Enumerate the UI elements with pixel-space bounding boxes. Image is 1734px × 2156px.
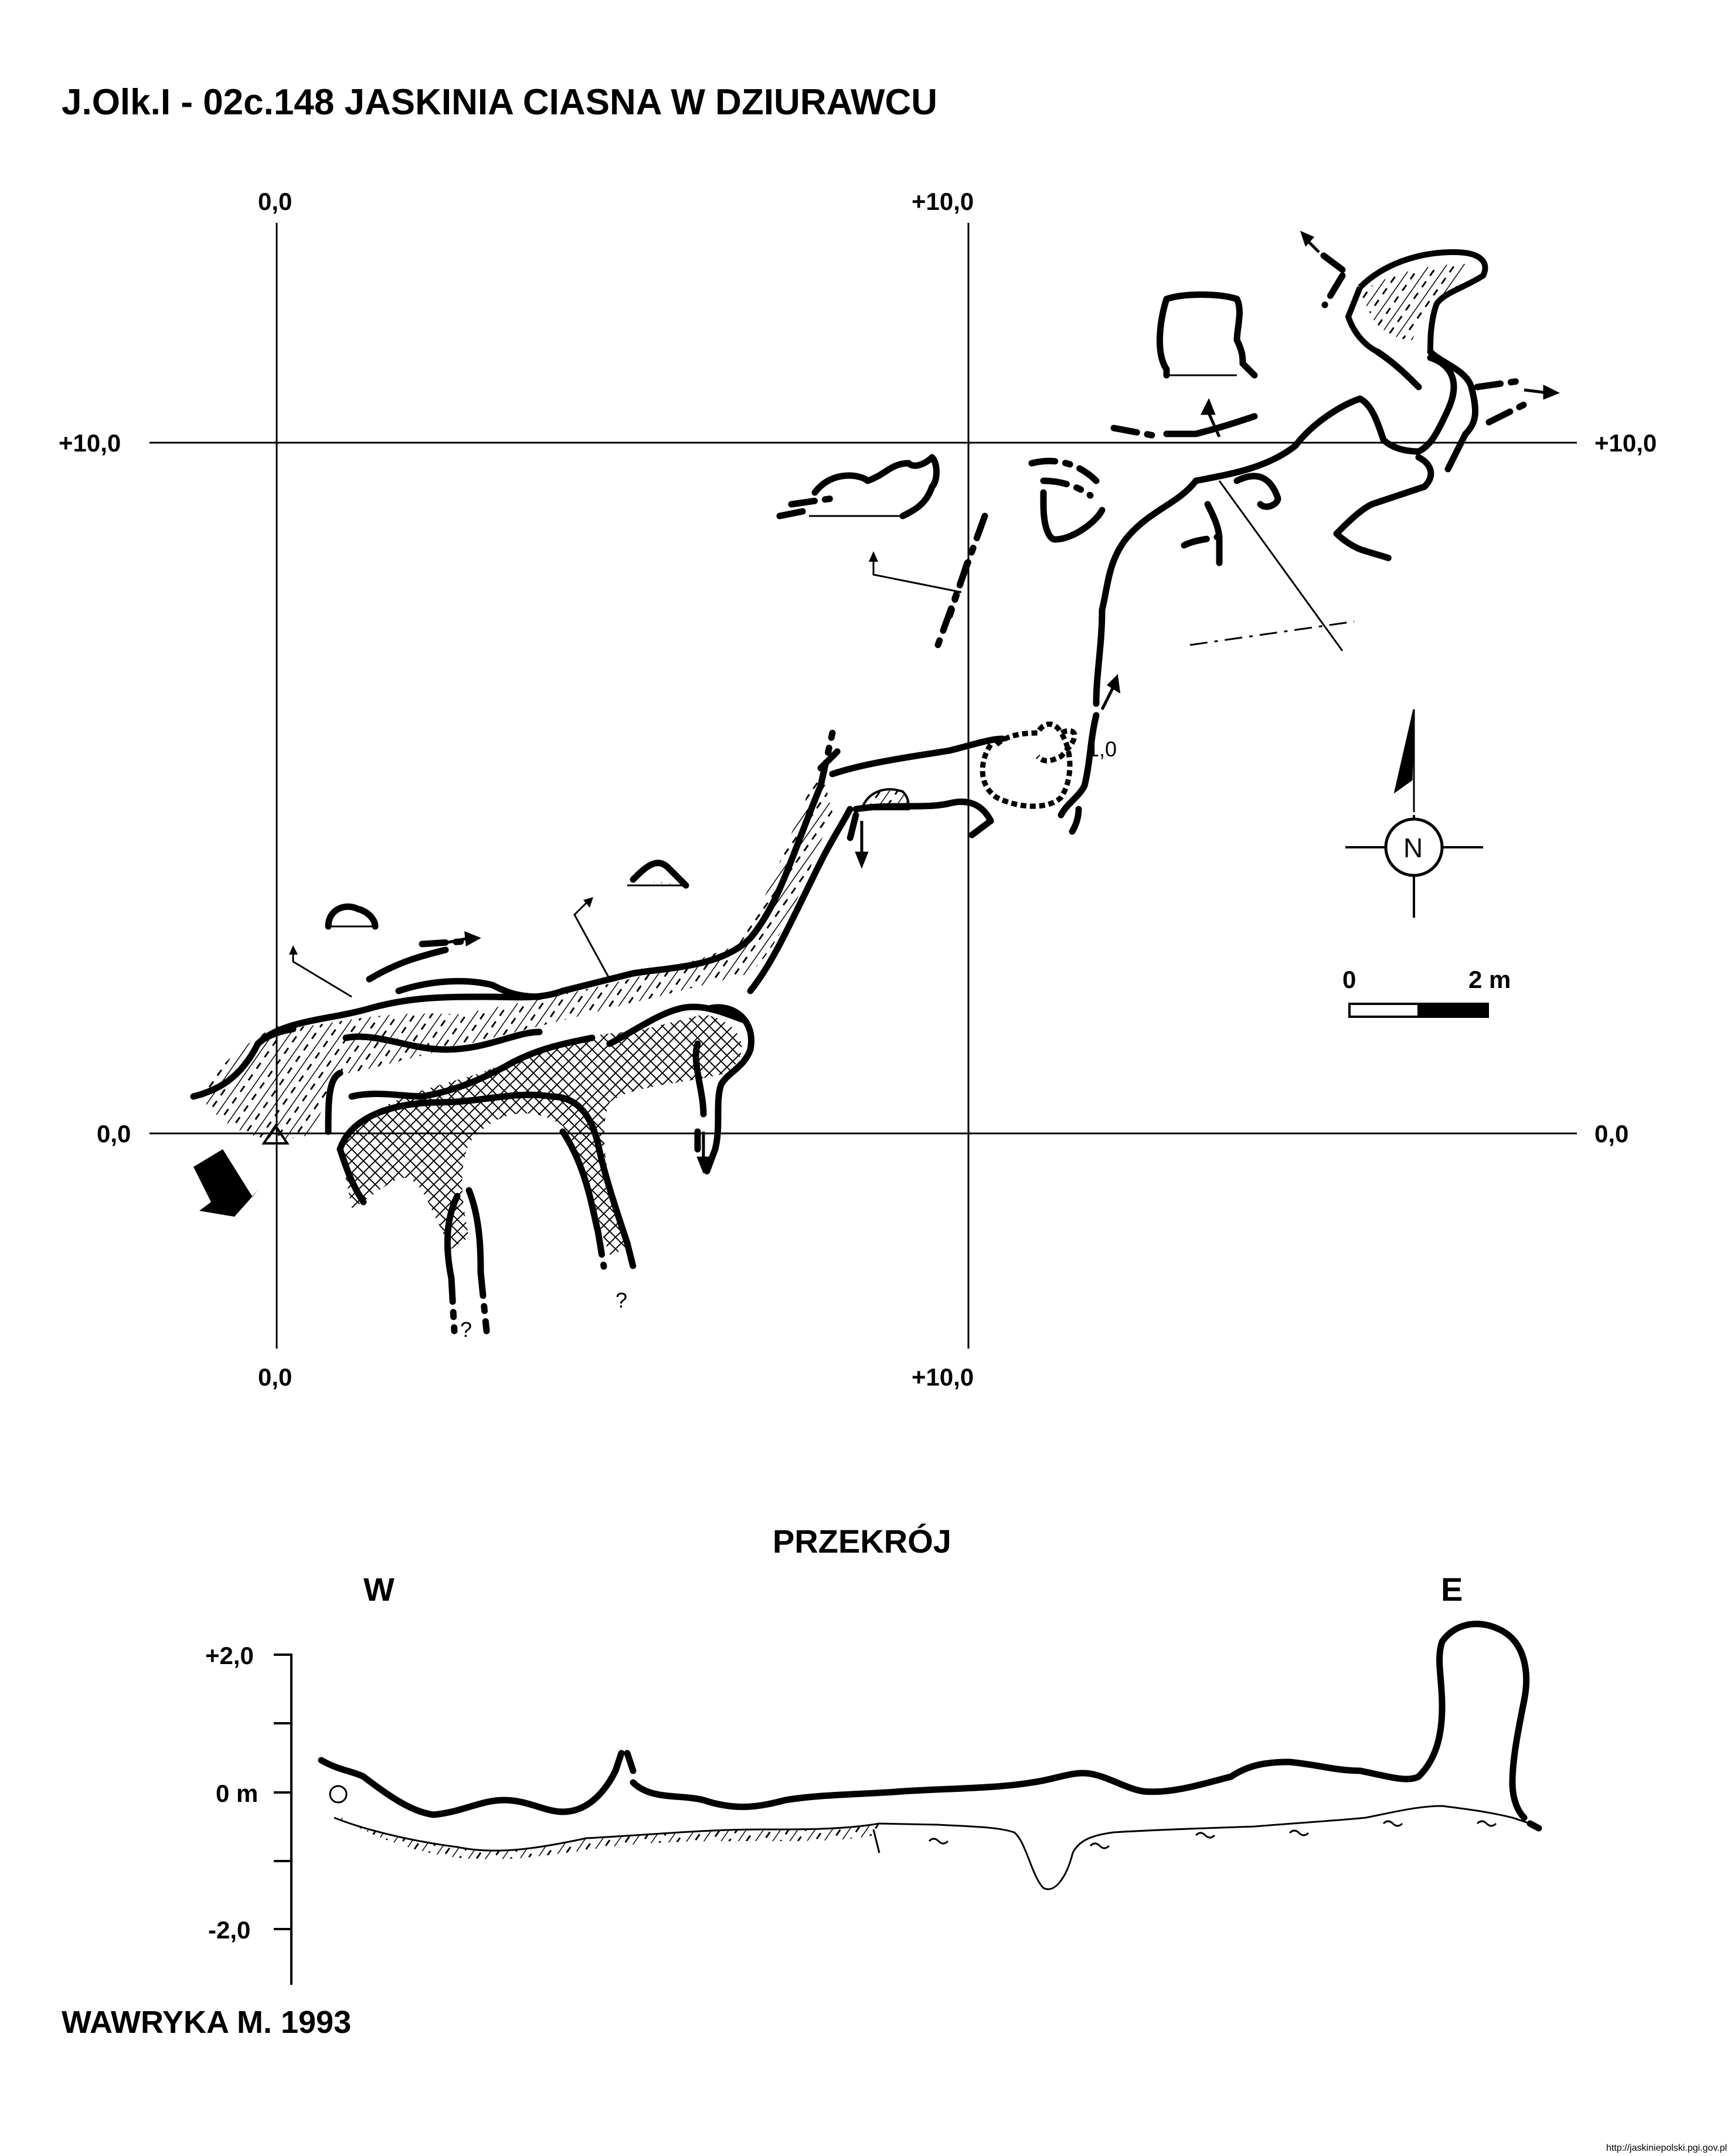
- page-title: J.Olk.I - 02c.148 JASKINIA CIASNA W DZIU…: [62, 82, 937, 123]
- section-y-top: +2,0: [205, 1642, 254, 1669]
- grid-label-top-left: 0,0: [258, 188, 292, 215]
- section-axis: [274, 1654, 293, 1985]
- grid-label-right-low: 0,0: [1594, 1120, 1628, 1147]
- grid-label-left-mid: +10,0: [59, 429, 121, 457]
- north-arrow: N: [1345, 709, 1483, 918]
- grid-label-bottom-left: 0,0: [258, 1363, 292, 1391]
- section-west: W: [363, 1571, 395, 1608]
- section-profile: [318, 1621, 1542, 1890]
- grid-label-right-mid: +10,0: [1594, 429, 1657, 457]
- section-title: PRZEKRÓJ: [773, 1523, 951, 1560]
- source-url: http://jaskiniepolski.pgi.gov.pl: [1606, 2143, 1727, 2153]
- grid-label-top-right: +10,0: [912, 188, 974, 215]
- entrance-arrow-icon: [193, 1149, 258, 1217]
- sediment-fill-main: [202, 768, 832, 1139]
- section-east: E: [1441, 1571, 1463, 1608]
- scale-start: 0: [1342, 966, 1356, 993]
- grid-label-bottom-right: +10,0: [912, 1363, 974, 1391]
- scale-bar: 0 2 m: [1342, 966, 1511, 1018]
- compass-icon: [1384, 817, 1444, 877]
- depth-mark: 1,0: [1087, 737, 1117, 761]
- section-y-bottom: -2,0: [208, 1916, 250, 1944]
- unknown-mark-2: ?: [616, 1288, 627, 1312]
- author-credit: WAWRYKA M. 1993: [62, 2005, 351, 2040]
- sediment-fill-lower: [340, 1014, 742, 1255]
- grid-label-left-low: 0,0: [97, 1120, 131, 1147]
- section-y-zero: 0 m: [216, 1780, 258, 1807]
- scale-end: 2 m: [1468, 966, 1511, 993]
- cave-plan: ? ? 1,0: [190, 230, 1560, 1342]
- unknown-mark-1: ?: [460, 1318, 472, 1342]
- north-label: N: [1403, 833, 1423, 863]
